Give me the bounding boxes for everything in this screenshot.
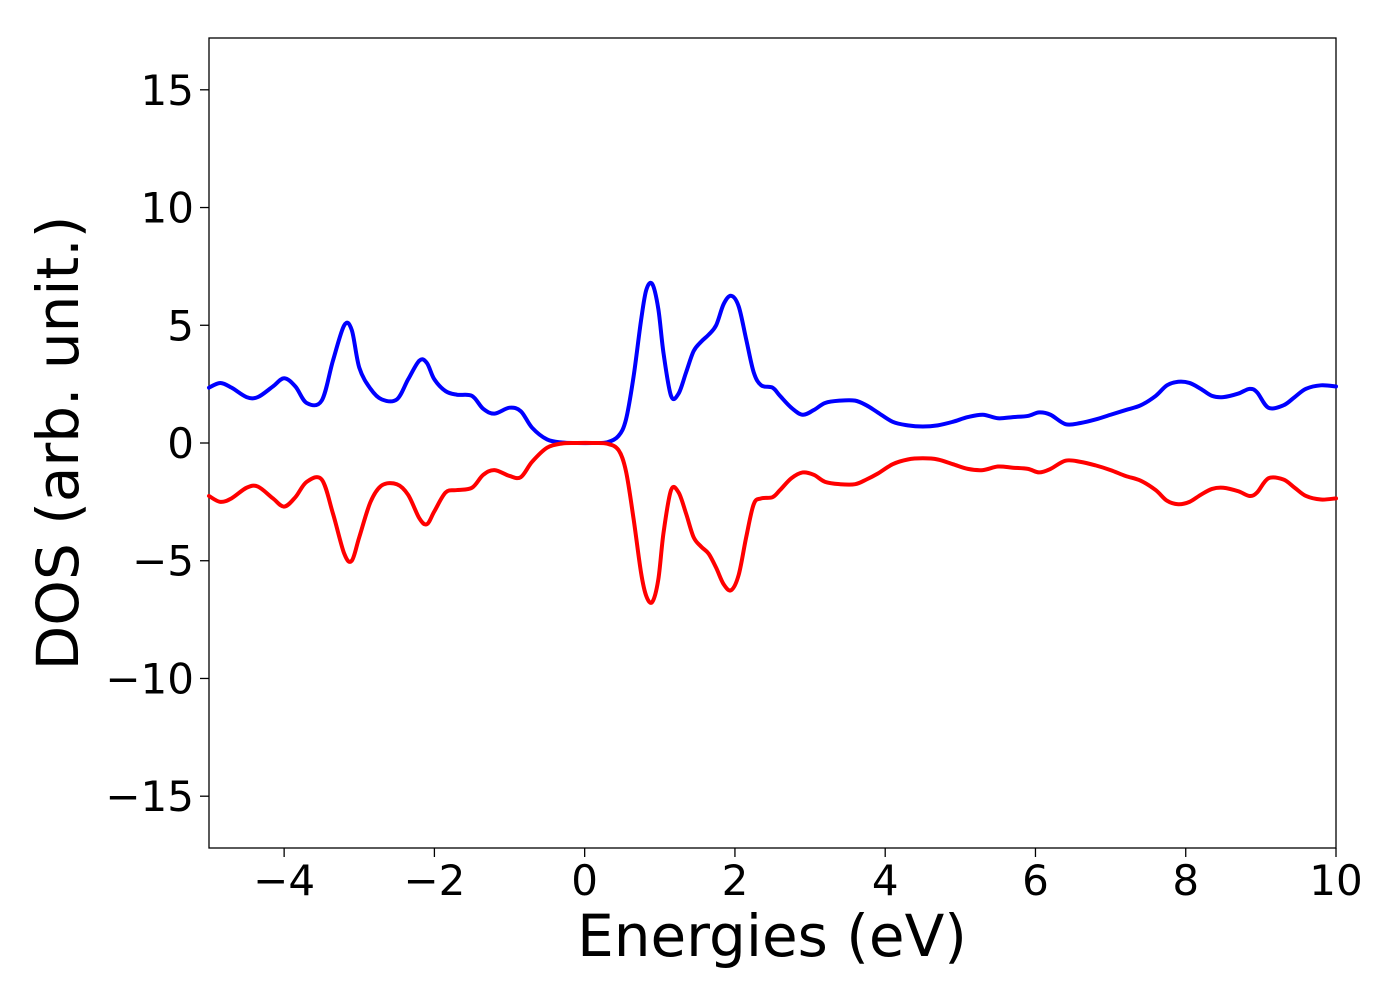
y-tick-label: −10	[105, 654, 194, 703]
x-tick-label: 0	[571, 856, 598, 905]
x-tick-label: −2	[403, 856, 465, 905]
x-axis-title: Energies (eV)	[577, 902, 967, 970]
series-line-1	[207, 280, 1338, 446]
x-tick-label: −4	[253, 856, 315, 905]
x-tick-label: 10	[1309, 856, 1362, 905]
y-axis-title: DOS (arb. unit.)	[24, 216, 92, 671]
y-tick-label: 5	[167, 301, 194, 350]
y-axis: 15 10 5 0 −5 −10 −15	[105, 66, 209, 821]
x-tick-label: 4	[872, 856, 899, 905]
plot-area	[207, 37, 1338, 849]
x-tick-label: 8	[1172, 856, 1199, 905]
series-line-2	[207, 440, 1338, 605]
y-tick-label: −15	[105, 772, 194, 821]
y-tick-label: −5	[132, 537, 194, 586]
x-tick-label: 6	[1022, 856, 1049, 905]
y-tick-label: 10	[141, 184, 194, 233]
x-tick-label: 2	[722, 856, 749, 905]
y-tick-label: 0	[167, 419, 194, 468]
plot-frame	[208, 37, 1337, 849]
x-axis: −4 −2 0 2 4 6 8 10	[253, 848, 1363, 905]
series-layer	[207, 280, 1338, 605]
y-tick-label: 15	[141, 66, 194, 115]
